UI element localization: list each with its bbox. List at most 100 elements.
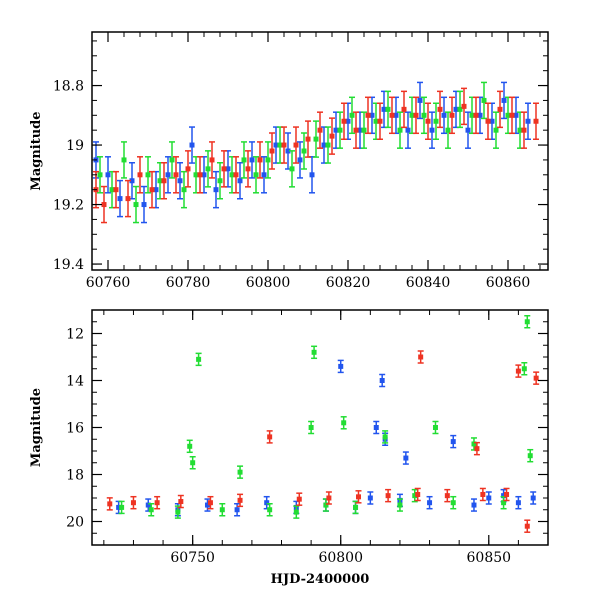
x-tick-label: 60850: [467, 550, 512, 566]
data-point: [365, 112, 371, 118]
data-point: [175, 509, 181, 515]
data-point: [369, 112, 375, 118]
data-point: [269, 148, 275, 154]
series-0: [93, 81, 531, 224]
data-point: [177, 178, 183, 184]
data-point: [311, 349, 317, 355]
data-point: [450, 439, 456, 445]
y-tick-label: 18.8: [53, 79, 84, 95]
data-point: [289, 166, 295, 172]
data-point: [333, 127, 339, 133]
data-point: [515, 500, 521, 506]
data-point: [273, 142, 279, 148]
x-tick-label: 60840: [406, 275, 451, 291]
x-tick-label: 60760: [86, 275, 131, 291]
data-point: [397, 127, 403, 133]
data-point: [533, 118, 539, 124]
data-point: [325, 142, 331, 148]
data-point: [119, 504, 125, 510]
data-point: [429, 127, 435, 133]
data-point: [401, 106, 407, 112]
data-point: [373, 118, 379, 124]
data-point: [341, 118, 347, 124]
data-point: [113, 187, 119, 193]
data-point: [105, 172, 111, 178]
data-point: [501, 493, 507, 499]
data-point: [237, 178, 243, 184]
y-tick-label: 19.4: [53, 257, 84, 273]
data-point: [444, 493, 450, 499]
data-point: [405, 127, 411, 133]
data-point: [141, 202, 147, 208]
data-point: [293, 142, 299, 148]
data-point: [265, 157, 271, 163]
data-point: [145, 172, 151, 178]
data-point: [219, 507, 225, 513]
data-point: [432, 425, 438, 430]
data-point: [497, 106, 503, 112]
data-point: [161, 178, 167, 184]
data-point: [305, 136, 311, 142]
y-tick-label: 19: [66, 138, 84, 154]
data-point: [412, 493, 418, 499]
data-point: [309, 172, 315, 178]
y-tick-label: 14: [66, 374, 84, 390]
data-point: [357, 127, 363, 133]
data-point: [165, 172, 171, 178]
data-point: [381, 106, 387, 112]
data-point: [109, 187, 115, 193]
data-point: [409, 112, 415, 118]
data-point: [293, 509, 299, 515]
data-point: [154, 500, 160, 506]
data-point: [323, 502, 329, 508]
data-point: [207, 500, 213, 506]
series-1: [118, 315, 534, 519]
y-tick-label: 12: [66, 327, 84, 343]
data-point: [338, 363, 344, 369]
data-point: [267, 434, 273, 440]
data-point: [474, 446, 480, 452]
data-point: [121, 157, 127, 163]
data-point: [417, 97, 423, 103]
data-point: [353, 504, 359, 510]
data-point: [377, 118, 383, 124]
data-point: [465, 127, 471, 133]
data-point: [530, 495, 536, 501]
x-tick-label: 60820: [326, 275, 371, 291]
x-tick-label: 60800: [246, 275, 291, 291]
data-point: [441, 112, 447, 118]
data-point: [433, 118, 439, 124]
data-point: [382, 434, 388, 440]
data-point: [313, 136, 319, 142]
data-point: [187, 443, 193, 449]
data-point: [533, 375, 539, 381]
data-point: [504, 491, 510, 497]
data-point: [137, 172, 143, 178]
data-point: [209, 157, 215, 163]
data-point: [480, 491, 486, 497]
data-point: [525, 118, 531, 124]
data-point: [157, 178, 163, 184]
data-point: [237, 469, 243, 475]
data-point: [355, 494, 361, 500]
data-point: [189, 142, 195, 148]
data-point: [149, 187, 155, 193]
data-point: [353, 127, 359, 133]
data-point: [130, 500, 136, 506]
data-point: [457, 106, 463, 112]
data-point: [415, 491, 421, 497]
data-point: [308, 425, 314, 430]
data-point: [403, 455, 409, 461]
data-point: [116, 504, 122, 510]
data-point: [229, 172, 235, 178]
data-point: [264, 500, 270, 506]
data-point: [301, 148, 307, 154]
data-point: [385, 106, 391, 112]
data-point: [513, 112, 519, 118]
data-point: [185, 166, 191, 172]
data-point: [317, 127, 323, 133]
data-point: [181, 187, 187, 193]
data-point: [349, 112, 355, 118]
data-point: [517, 127, 523, 133]
